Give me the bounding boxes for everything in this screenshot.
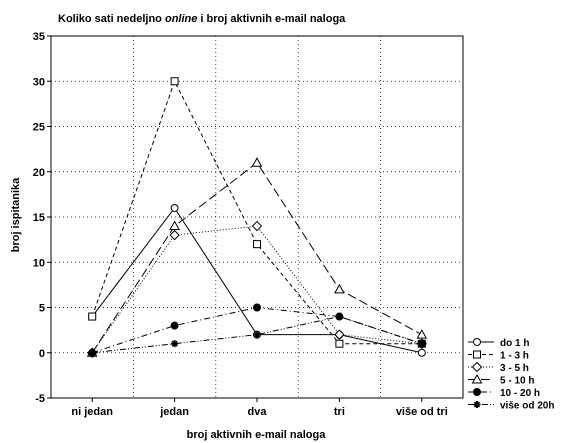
x-tick-label: ni jedan [71, 406, 113, 418]
legend-item: 10 - 20 h [468, 388, 540, 399]
marker-star [253, 331, 261, 339]
legend: do 1 h 1 - 3 h3 - 5 h 5 - 10 h10 - 20 h viš… [468, 338, 554, 412]
marker-star-stroke [418, 340, 425, 347]
marker-triangle-open [334, 283, 345, 294]
plot-frame [50, 35, 464, 399]
y-tick-label: 35 [33, 31, 45, 43]
series-line [91, 79, 422, 345]
y-tick-label: -5 [35, 393, 45, 405]
marker-triangle-open [416, 329, 428, 339]
legend-label: do 1 h [500, 338, 529, 349]
y-axis-title: broj ispitanika [10, 177, 22, 252]
legend-item: do 1 h [468, 338, 529, 349]
marker-star-stroke [336, 313, 343, 320]
marker-circle-open [473, 338, 481, 346]
marker-circle-open [417, 348, 426, 357]
y-tick-label: 15 [33, 212, 45, 224]
x-tick-label: tri [334, 406, 345, 418]
x-tick-label: više od tri [396, 406, 448, 418]
marker-triangle-open [169, 220, 180, 231]
marker-square-open [88, 312, 97, 321]
marker-circle-filled [170, 321, 179, 330]
marker-star [88, 349, 96, 357]
y-tick-label: 25 [33, 122, 45, 134]
chart-title: Koliko sati nedeljno online i broj aktiv… [58, 13, 346, 25]
legend-item: više od 20h [468, 401, 554, 412]
marker-square-open [253, 240, 261, 249]
series-5 [88, 313, 426, 357]
legend-item: 5 - 10 h [468, 373, 534, 387]
y-tick-label: 20 [33, 167, 45, 179]
marker-star-stroke [89, 349, 96, 356]
series-4 [88, 303, 426, 357]
series-3 [86, 157, 428, 357]
marker-square-open [170, 77, 179, 86]
marker-circle-open [170, 203, 179, 212]
legend-label: više od 20h [500, 401, 554, 412]
marker-diamond-open [251, 220, 263, 232]
marker-diamond-open [471, 361, 483, 373]
marker-diamond-open [334, 329, 345, 340]
marker-triangle-open [251, 157, 263, 167]
x-tick-label: dva [248, 406, 268, 418]
legend-label: 1 - 3 h [500, 351, 529, 362]
marker-star [171, 340, 179, 348]
axes-layer: -5 0 5 10 15 20 25 30 35 ni jedan jedan dva tri više … [33, 31, 464, 418]
series-line [91, 161, 423, 354]
marker-circle-filled [253, 303, 261, 312]
marker-star [335, 313, 343, 321]
y-tick-label: 10 [33, 257, 45, 269]
series-line [91, 225, 422, 354]
legend-item: 1 - 3 h [468, 350, 529, 362]
marker-triangle-open [471, 373, 483, 384]
y-tick-label: 0 [39, 348, 45, 360]
marker-circle-filled [473, 388, 481, 396]
y-tick-label: 5 [39, 303, 45, 315]
marker-square-open [473, 350, 481, 359]
legend-label: 10 - 20 h [500, 388, 540, 399]
marker-star [418, 340, 426, 348]
x-axis-title: broj aktivnih e-mail naloga [187, 429, 327, 441]
series-line [92, 306, 422, 354]
marker-star-stroke [473, 401, 481, 408]
legend-label: 3 - 5 h [500, 363, 529, 374]
series-layer [86, 77, 428, 358]
marker-square-open [335, 339, 344, 348]
marker-star-stroke [171, 340, 178, 347]
legend-label: 5 - 10 h [500, 376, 534, 387]
marker-diamond-open [169, 229, 180, 241]
marker-star [473, 401, 481, 408]
y-tick-label: 30 [33, 76, 45, 88]
legend-item: 3 - 5 h [468, 361, 529, 374]
grid-layer [51, 36, 463, 398]
marker-star-stroke [253, 331, 261, 338]
x-tick-label: jedan [159, 406, 189, 418]
